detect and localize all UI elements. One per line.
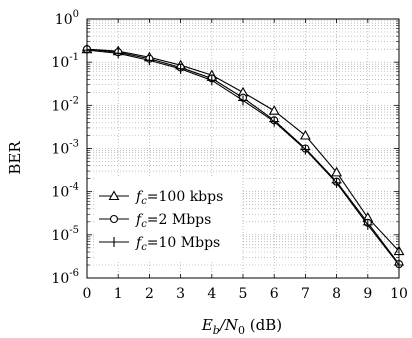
legend: fc=100 kbps fc=2 Mbps fc=10 Mbps — [94, 178, 242, 260]
legend-item: fc=100 kbps — [99, 189, 223, 207]
data-point-plus — [269, 116, 280, 127]
x-tick-label: 6 — [270, 286, 279, 302]
x-label-sub1: b — [213, 324, 220, 337]
data-point-triangle — [299, 129, 311, 140]
x-tick-label: 0 — [83, 286, 92, 302]
y-tick-label: 10-5 — [51, 225, 79, 244]
x-tick-label: 8 — [332, 286, 341, 302]
data-point-plus — [175, 63, 186, 74]
x-tick-label: 4 — [207, 286, 216, 302]
x-axis-label: Eb/N0 (dB) — [201, 316, 282, 337]
x-tick-label: 9 — [363, 286, 372, 302]
legend-item: fc=10 Mbps — [99, 235, 220, 253]
legend-label: fc=100 kbps — [135, 189, 223, 207]
data-point-plus — [206, 75, 217, 86]
data-point-triangle — [331, 166, 343, 177]
x-tick-label: 10 — [390, 286, 408, 302]
y-tick-label: 10-2 — [51, 95, 79, 114]
y-tick-label: 10-4 — [51, 182, 79, 201]
legend-marker-triangle — [108, 190, 120, 201]
legend-label: fc=2 Mbps — [135, 212, 211, 230]
x-label-slash: /N — [218, 316, 239, 334]
y-tick-label: 10-3 — [51, 139, 79, 158]
data-point-triangle — [268, 105, 280, 115]
data-point-plus — [300, 144, 311, 155]
y-tick-label: 100 — [55, 9, 79, 28]
data-point-plus — [238, 95, 248, 106]
x-tick-label: 1 — [114, 286, 123, 302]
y-tick-label: 10-6 — [51, 268, 79, 287]
series-layer — [81, 43, 405, 271]
data-point-plus — [144, 55, 155, 66]
data-point-plus — [113, 48, 124, 59]
y-axis-label: BER — [6, 141, 24, 175]
legend-marker-plus — [109, 237, 119, 247]
x-tick-label: 5 — [239, 286, 248, 302]
x-tick-label: 7 — [301, 286, 310, 302]
x-label-sub2: 0 — [238, 324, 245, 337]
data-point-plus — [362, 219, 373, 230]
legend-item: fc=2 Mbps — [99, 212, 211, 230]
tick-labels: 0 1 2 3 4 5 6 7 8 9 10 10-6 10-5 10-4 10-3 10-2 10-1 100 — [51, 9, 407, 302]
x-label-unit: (dB) — [245, 316, 282, 334]
x-label-main: E — [201, 316, 213, 334]
legend-marker-circle — [109, 214, 119, 224]
x-tick-label: 2 — [145, 286, 154, 302]
y-tick-label: 10-1 — [51, 52, 79, 71]
x-tick-label: 3 — [176, 286, 185, 302]
legend-label: fc=10 Mbps — [135, 235, 220, 253]
data-point-plus — [331, 177, 342, 188]
ticks — [86, 18, 400, 279]
